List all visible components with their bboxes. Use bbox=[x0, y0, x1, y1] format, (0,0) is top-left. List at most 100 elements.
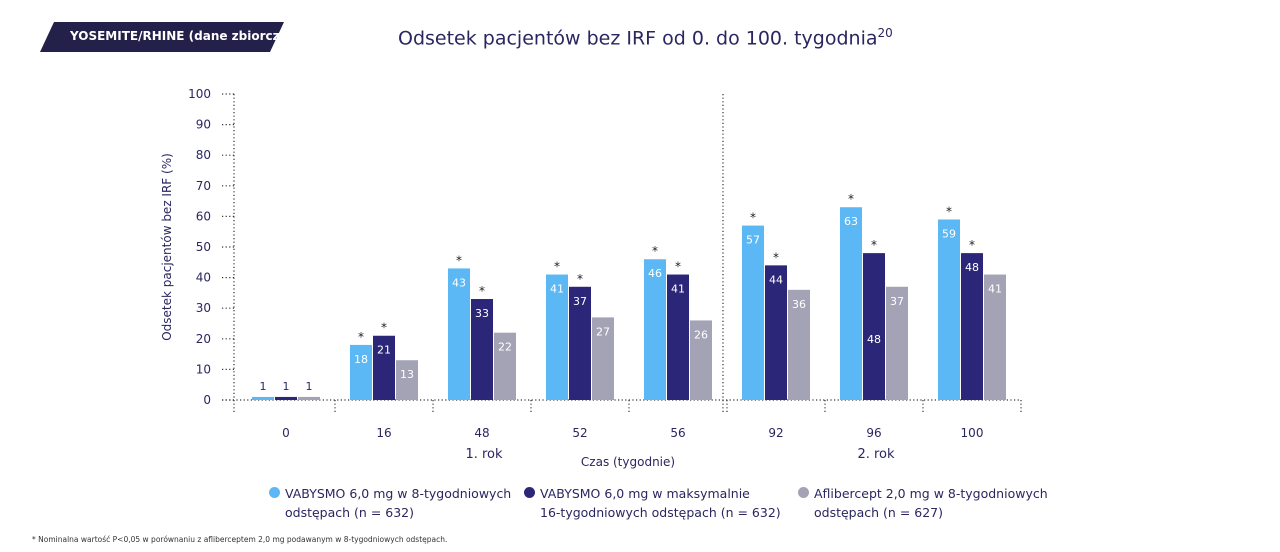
significance-marker: * bbox=[652, 244, 658, 258]
bar-value-label: 1 bbox=[306, 380, 313, 393]
period-label: 1. rok bbox=[465, 447, 503, 462]
significance-marker: * bbox=[969, 238, 975, 252]
footnote: * Nominalna wartość P<0,05 w porównaniu … bbox=[32, 535, 448, 544]
bar-value-label: 57 bbox=[746, 234, 760, 247]
bar-value-label: 13 bbox=[400, 368, 414, 381]
bar bbox=[448, 268, 470, 400]
y-tick-label: 30 bbox=[196, 301, 211, 315]
legend-swatch bbox=[269, 487, 280, 498]
bar bbox=[569, 286, 591, 400]
significance-marker: * bbox=[871, 238, 877, 252]
bar bbox=[494, 332, 516, 400]
y-axis-label: Odsetek pacjentów bez IRF (%) bbox=[160, 153, 174, 341]
legend-text: 16-tygodniowych odstępach (n = 632) bbox=[540, 505, 781, 520]
bar bbox=[886, 286, 908, 400]
bar-value-label: 43 bbox=[452, 276, 466, 289]
x-tick-label: 100 bbox=[961, 426, 984, 440]
bar bbox=[690, 320, 712, 400]
legend-text: VABYSMO 6,0 mg w 8-tygodniowych bbox=[285, 486, 512, 501]
y-tick-label: 100 bbox=[188, 87, 211, 101]
bar bbox=[373, 335, 395, 400]
bar-value-label: 18 bbox=[354, 353, 368, 366]
bar bbox=[667, 274, 689, 400]
significance-marker: * bbox=[479, 284, 485, 298]
bar-value-label: 36 bbox=[792, 298, 806, 311]
x-tick-label: 92 bbox=[768, 426, 783, 440]
significance-marker: * bbox=[456, 253, 462, 267]
bar-value-label: 27 bbox=[596, 325, 610, 338]
y-tick-label: 0 bbox=[203, 393, 211, 407]
x-tick-label: 48 bbox=[474, 426, 489, 440]
bar-value-label: 44 bbox=[769, 273, 783, 286]
significance-marker: * bbox=[577, 272, 583, 286]
bar-value-label: 22 bbox=[498, 341, 512, 354]
significance-marker: * bbox=[358, 330, 364, 344]
y-tick-label: 80 bbox=[196, 148, 211, 162]
bar bbox=[396, 360, 418, 400]
bar-value-label: 26 bbox=[694, 328, 708, 341]
y-tick-label: 20 bbox=[196, 332, 211, 346]
bar bbox=[350, 344, 372, 400]
bar bbox=[471, 299, 493, 400]
legend-swatch bbox=[798, 487, 809, 498]
x-axis-label: Czas (tygodnie) bbox=[581, 455, 675, 469]
bar-value-label: 21 bbox=[377, 344, 391, 357]
bar-value-label: 41 bbox=[550, 283, 564, 296]
legend-item-vabysmo-8w: VABYSMO 6,0 mg w 8-tygodniowych odstępach… bbox=[269, 484, 512, 522]
legend-text: odstępach (n = 632) bbox=[285, 505, 415, 520]
bar-value-label: 37 bbox=[573, 295, 587, 308]
bar bbox=[961, 253, 983, 400]
bar-value-label: 59 bbox=[942, 227, 956, 240]
bar-value-label: 48 bbox=[965, 261, 979, 274]
bar bbox=[984, 274, 1006, 400]
study-badge bbox=[40, 22, 284, 52]
x-tick-label: 16 bbox=[376, 426, 391, 440]
bar-value-label: 1 bbox=[260, 380, 267, 393]
bar-value-label: 46 bbox=[648, 267, 662, 280]
chart-title: Odsetek pacjentów bez IRF od 0. do 100. … bbox=[398, 26, 893, 49]
bar bbox=[938, 219, 960, 400]
bar bbox=[644, 259, 666, 400]
bar bbox=[275, 396, 297, 400]
legend-item-aflibercept: Aflibercept 2,0 mg w 8-tygodniowych odstę… bbox=[798, 484, 1048, 522]
significance-marker: * bbox=[554, 260, 560, 274]
y-tick-label: 60 bbox=[196, 209, 211, 223]
study-badge-label: YOSEMITE/RHINE (dane zbiorcze) bbox=[70, 29, 294, 43]
bar-value-label: 41 bbox=[671, 283, 685, 296]
bar bbox=[742, 225, 764, 400]
bar-value-label: 48 bbox=[867, 333, 881, 346]
legend-swatch bbox=[524, 487, 535, 498]
y-tick-label: 10 bbox=[196, 362, 211, 376]
legend-item-vabysmo-16w: VABYSMO 6,0 mg w maksymalnie 16-tygodniow… bbox=[524, 484, 781, 522]
legend-text: odstępach (n = 627) bbox=[814, 505, 944, 520]
y-tick-label: 50 bbox=[196, 240, 211, 254]
x-tick-label: 0 bbox=[282, 426, 290, 440]
chart-title-text: Odsetek pacjentów bez IRF od 0. do 100. … bbox=[398, 27, 878, 50]
x-tick-label: 96 bbox=[866, 426, 881, 440]
y-tick-label: 70 bbox=[196, 179, 211, 193]
significance-marker: * bbox=[675, 260, 681, 274]
legend-text: Aflibercept 2,0 mg w 8-tygodniowych bbox=[814, 486, 1048, 501]
title-reference: 20 bbox=[877, 26, 893, 40]
bar bbox=[298, 396, 320, 400]
bar bbox=[252, 396, 274, 400]
x-tick-label: 56 bbox=[670, 426, 685, 440]
bar bbox=[863, 253, 885, 400]
significance-marker: * bbox=[773, 250, 779, 264]
legend-text: VABYSMO 6,0 mg w maksymalnie bbox=[540, 486, 750, 501]
period-label: 2. rok bbox=[857, 447, 895, 462]
bar bbox=[592, 317, 614, 400]
significance-marker: * bbox=[750, 211, 756, 225]
bar bbox=[840, 207, 862, 400]
bar-value-label: 37 bbox=[890, 295, 904, 308]
x-tick-label: 52 bbox=[572, 426, 587, 440]
bar bbox=[765, 265, 787, 400]
bar-value-label: 1 bbox=[283, 380, 290, 393]
y-tick-label: 90 bbox=[196, 118, 211, 132]
y-tick-label: 40 bbox=[196, 271, 211, 285]
significance-marker: * bbox=[381, 321, 387, 335]
bar-value-label: 33 bbox=[475, 307, 489, 320]
bar-value-label: 63 bbox=[844, 215, 858, 228]
